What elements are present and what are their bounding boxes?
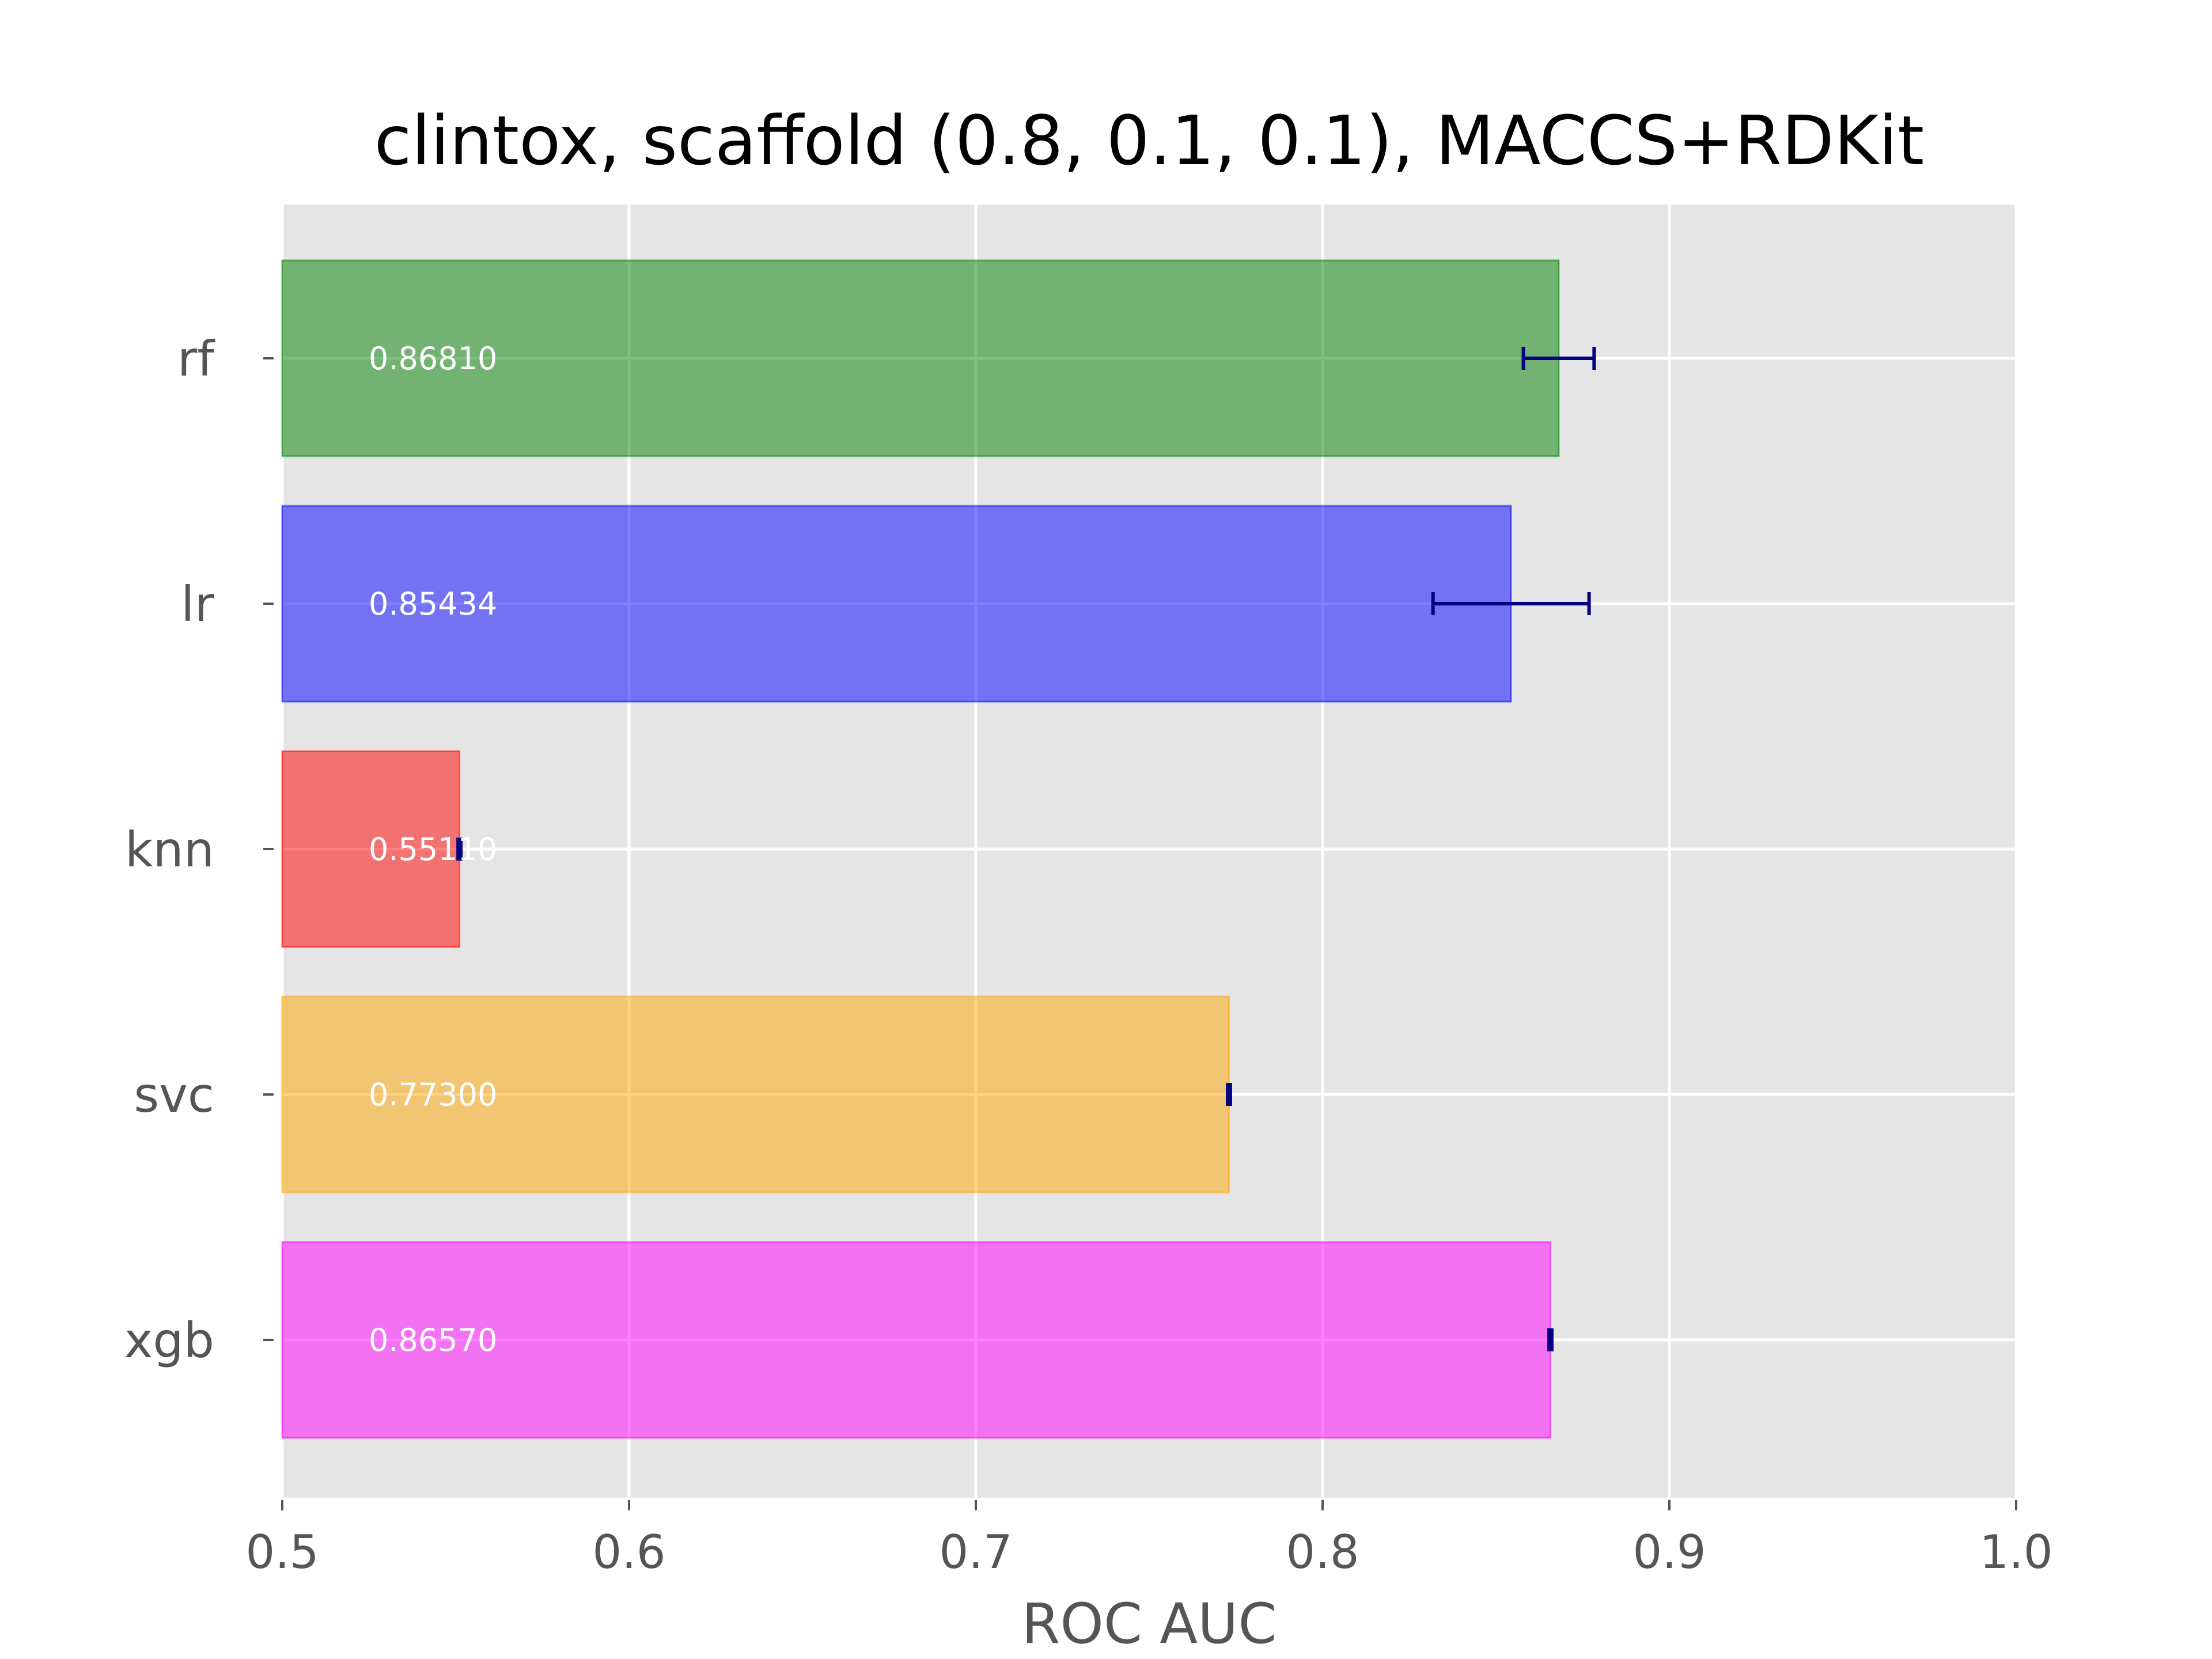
bar-svc — [281, 995, 1230, 1194]
y-tick-label-svc: svc — [134, 1067, 214, 1123]
x-tick-label: 0.5 — [245, 1525, 319, 1579]
x-axis-label: ROC AUC — [1022, 1592, 1277, 1656]
x-tick-label: 0.8 — [1286, 1525, 1359, 1579]
data-label-rf: 0.86810 — [369, 340, 497, 377]
y-tick-label-lr: lr — [181, 576, 214, 632]
x-tick-label: 0.6 — [592, 1525, 665, 1579]
error-bar-rf — [1521, 347, 1596, 370]
bar-rf — [281, 259, 1560, 457]
x-tick-label: 0.9 — [1633, 1525, 1706, 1579]
bar-knn — [281, 750, 461, 948]
error-bar-xgb — [1547, 1328, 1554, 1351]
data-label-knn: 0.55110 — [369, 831, 497, 868]
y-tick-label-rf: rf — [177, 331, 216, 387]
error-bar-svc — [1226, 1083, 1232, 1106]
bars — [281, 259, 1560, 1439]
error-bar-lr — [1431, 592, 1591, 615]
y-tick-label-knn: knn — [125, 821, 214, 878]
x-axis-ticks: 0.5 0.6 0.7 0.8 0.9 1.0 — [245, 1500, 2053, 1579]
y-tick-label-xgb: xgb — [124, 1312, 214, 1369]
y-axis-ticks: rf lr knn svc xgb — [124, 331, 274, 1369]
x-tick-label: 1.0 — [1979, 1525, 2052, 1579]
data-label-lr: 0.85434 — [369, 586, 497, 622]
bar-lr — [281, 505, 1512, 703]
chart-title: clintox, scaffold (0.8, 0.1, 0.1), MACCS… — [374, 101, 1925, 180]
data-label-svc: 0.77300 — [369, 1077, 497, 1113]
error-bars — [456, 347, 1596, 1351]
data-labels: 0.86810 0.85434 0.55110 0.77300 0.86570 — [369, 340, 497, 1358]
x-tick-label: 0.7 — [939, 1525, 1012, 1579]
data-label-xgb: 0.86570 — [369, 1322, 497, 1358]
error-bar-knn — [456, 838, 463, 861]
